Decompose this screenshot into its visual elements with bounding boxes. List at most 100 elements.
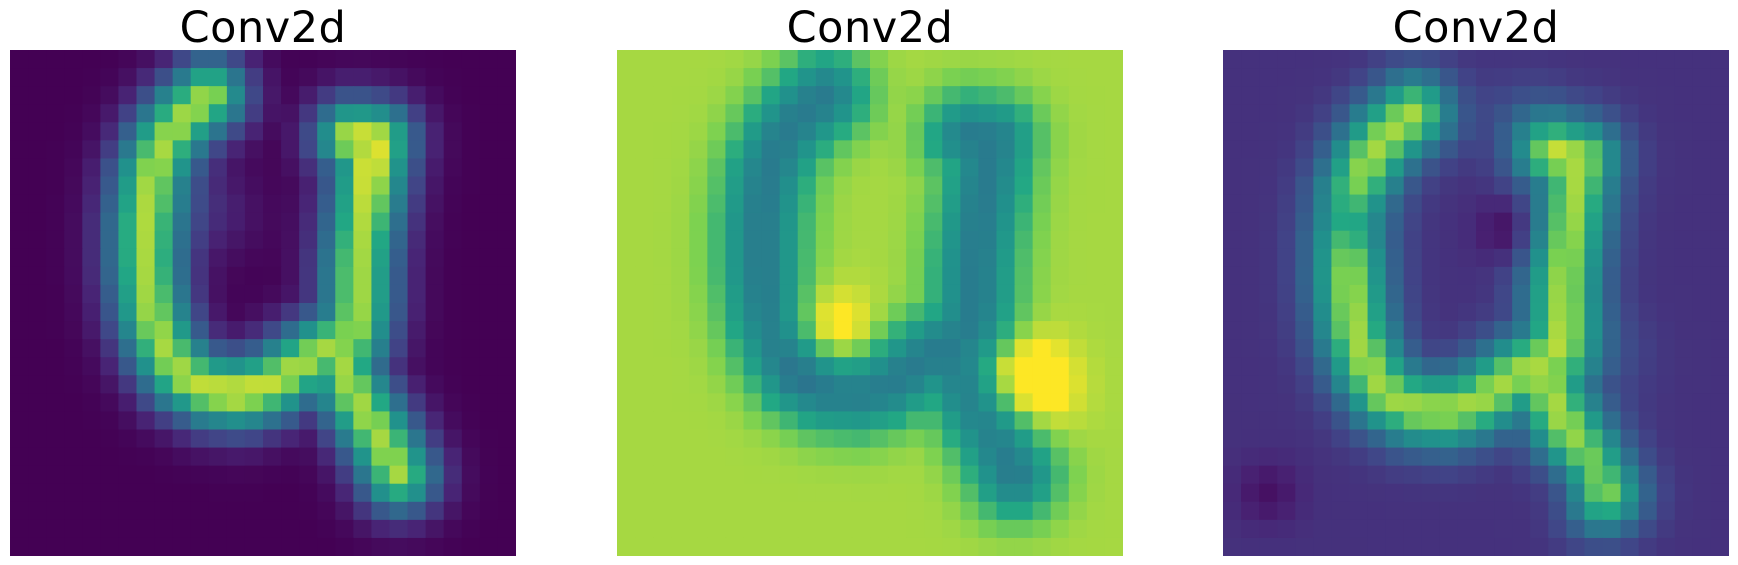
heatmap-cell (118, 86, 138, 105)
heatmap-cell (281, 303, 300, 322)
heatmap-cell (1439, 230, 1459, 250)
heatmap-cell (743, 483, 763, 503)
heatmap-cell (497, 537, 516, 556)
heatmap-cell (335, 321, 354, 340)
heatmap-cell (263, 230, 282, 250)
heatmap-cell (82, 158, 101, 178)
heatmap-cell (1710, 86, 1729, 105)
heatmap-cell (281, 140, 300, 160)
heatmap-cell (461, 248, 481, 268)
heatmap-cell (906, 230, 925, 250)
heatmap-cell (1331, 122, 1351, 141)
heatmap-cell (425, 483, 445, 503)
heatmap-cell (1349, 230, 1369, 250)
heatmap-cell (407, 357, 427, 376)
heatmap-cell (815, 86, 835, 105)
heatmap-cell (299, 194, 318, 214)
heatmap-cell (208, 321, 228, 340)
heatmap-cell (1086, 501, 1106, 521)
heatmap-cell (1476, 50, 1495, 69)
heatmap-cell (1086, 357, 1106, 376)
heatmap-cell (1295, 140, 1314, 160)
heatmap-cell (1331, 212, 1351, 232)
heatmap-cell (689, 248, 708, 268)
heatmap-cell (761, 212, 781, 232)
heatmap-cell (1241, 266, 1260, 286)
heatmap-cell (906, 537, 925, 556)
heatmap-cell (1331, 321, 1351, 340)
heatmap-cell (10, 465, 29, 485)
heatmap-cell (671, 212, 690, 232)
heatmap-cell (1277, 339, 1296, 358)
heatmap-cell (353, 501, 373, 521)
heatmap-cell (479, 321, 499, 340)
heatmap-cell (1530, 303, 1549, 322)
heatmap-cell (617, 158, 636, 178)
heatmap-cell (1692, 429, 1712, 449)
heatmap-cell (779, 212, 799, 232)
heatmap-cell (497, 248, 516, 268)
heatmap-cell (779, 447, 799, 467)
heatmap-cell (479, 519, 499, 539)
heatmap-cell (244, 393, 264, 413)
heatmap-cell (443, 393, 463, 413)
heatmap-cell (978, 212, 998, 232)
heatmap-cell (1692, 321, 1712, 340)
heatmap-cell (407, 303, 427, 322)
heatmap-cell (281, 375, 300, 394)
heatmap-cell (1403, 375, 1423, 394)
heatmap-cell (1656, 303, 1676, 322)
heatmap-cell (1584, 465, 1604, 485)
heatmap-cell (924, 519, 943, 539)
heatmap-cell (1403, 122, 1423, 141)
heatmap-cell (479, 212, 499, 232)
heatmap-cell (425, 266, 445, 286)
heatmap-cell (1277, 411, 1296, 431)
heatmap-cell (815, 122, 835, 141)
heatmap-cell (118, 393, 138, 413)
heatmap-cell (1439, 212, 1459, 232)
heatmap-cell (1512, 429, 1531, 449)
heatmap-cell (1277, 465, 1296, 485)
heatmap-cell (1548, 104, 1567, 123)
heatmap-cell (1068, 194, 1088, 214)
heatmap-cell (906, 393, 925, 413)
heatmap-cell (1512, 158, 1531, 178)
heatmap-cell (46, 194, 65, 214)
heatmap-cell (1710, 248, 1729, 268)
heatmap-cell (689, 212, 708, 232)
heatmap-cell (1403, 519, 1423, 539)
heatmap-cell (208, 194, 228, 214)
heatmap-cell (653, 465, 672, 485)
heatmap-cell (833, 266, 853, 286)
heatmap-cell (281, 230, 300, 250)
heatmap-cell (725, 411, 745, 431)
heatmap-cell (46, 519, 65, 539)
heatmap-cell (978, 50, 998, 69)
heatmap-cell (1349, 212, 1369, 232)
heatmap-cell (653, 122, 672, 141)
heatmap-cell (960, 212, 980, 232)
heatmap-cell (743, 393, 763, 413)
heatmap-cell (1086, 194, 1106, 214)
heatmap-cell (1104, 68, 1123, 87)
heatmap-cell (497, 483, 516, 503)
heatmap-cell (1457, 122, 1477, 141)
heatmap-cell (635, 501, 654, 521)
heatmap-cell (996, 50, 1016, 69)
heatmap-cell (10, 86, 29, 105)
heatmap-cell (797, 429, 817, 449)
heatmap-cell (479, 483, 499, 503)
heatmap-cell (617, 429, 636, 449)
heatmap-cell (725, 537, 745, 556)
heatmap-cell (317, 86, 336, 105)
heatmap-cell (389, 122, 409, 141)
heatmap-cell (1512, 537, 1531, 556)
heatmap-cell (1548, 411, 1567, 431)
heatmap-cell (190, 519, 210, 539)
heatmap-cell (1620, 50, 1640, 69)
heatmap-cell (1223, 140, 1242, 160)
heatmap-cell (371, 176, 391, 196)
heatmap-cell (671, 140, 690, 160)
heatmap-cell (996, 483, 1016, 503)
